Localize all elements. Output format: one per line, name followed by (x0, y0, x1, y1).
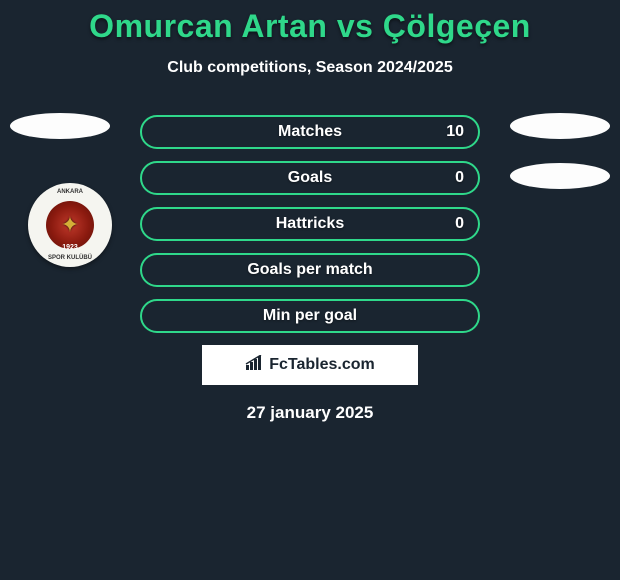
badge-year: 1923 (62, 244, 78, 251)
wreath-icon: ✦ (61, 212, 79, 238)
stat-row-matches: Matches 10 (140, 115, 480, 149)
stat-row-hattricks: Hattricks 0 (140, 207, 480, 241)
stat-label: Goals (288, 169, 332, 187)
player-photo-placeholder-right-2 (510, 163, 610, 189)
brand-text: FcTables.com (269, 356, 375, 374)
stat-row-goals: Goals 0 (140, 161, 480, 195)
stat-row-goals-per-match: Goals per match (140, 253, 480, 287)
subtitle: Club competitions, Season 2024/2025 (0, 59, 620, 77)
stat-value-right: 10 (446, 123, 464, 141)
stat-value-right: 0 (455, 169, 464, 187)
stat-label: Hattricks (276, 215, 344, 233)
stat-value-right: 0 (455, 215, 464, 233)
date-line: 27 january 2025 (0, 403, 620, 423)
stats-area: ANKARA ✦ 1923 SPOR KULÜBÜ Matches 10 Goa… (0, 115, 620, 423)
stat-label: Goals per match (247, 261, 372, 279)
brand-box[interactable]: FcTables.com (202, 345, 418, 385)
badge-text-bottom: SPOR KULÜBÜ (48, 255, 92, 261)
bar-chart-icon (245, 355, 265, 376)
player-photo-placeholder-right-1 (510, 113, 610, 139)
page-title: Omurcan Artan vs Çölgeçen (0, 0, 620, 45)
stat-label: Min per goal (263, 307, 357, 325)
badge-inner: ✦ 1923 (46, 201, 94, 249)
stat-row-min-per-goal: Min per goal (140, 299, 480, 333)
stat-label: Matches (278, 123, 342, 141)
infographic-container: Omurcan Artan vs Çölgeçen Club competiti… (0, 0, 620, 580)
club-badge: ANKARA ✦ 1923 SPOR KULÜBÜ (28, 183, 112, 267)
badge-text-top: ANKARA (57, 189, 83, 195)
player-photo-placeholder-left (10, 113, 110, 139)
